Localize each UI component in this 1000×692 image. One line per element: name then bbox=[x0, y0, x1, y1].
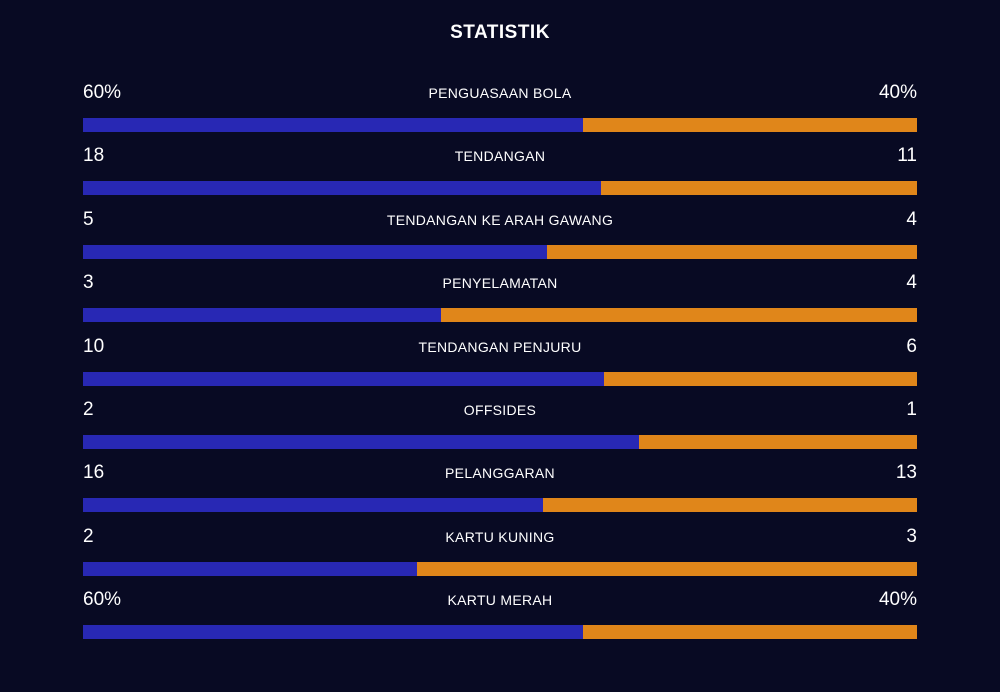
stat-label: PELANGGARAN bbox=[445, 465, 555, 482]
away-bar-segment bbox=[583, 625, 917, 640]
comparison-bar bbox=[83, 181, 917, 196]
stat-row-kartu-merah: 60% KARTU MERAH 40% bbox=[83, 585, 917, 648]
away-bar-segment bbox=[639, 434, 917, 449]
stat-header: 3 PENYELAMATAN 4 bbox=[83, 268, 917, 300]
away-value: 4 bbox=[906, 208, 917, 230]
away-bar-segment bbox=[440, 308, 917, 323]
home-bar-segment bbox=[83, 434, 640, 449]
home-bar-segment bbox=[83, 498, 544, 513]
stat-header: 60% PENGUASAAN BOLA 40% bbox=[83, 78, 917, 110]
home-bar-segment bbox=[83, 181, 601, 196]
away-bar-segment bbox=[543, 498, 917, 513]
comparison-bar bbox=[83, 371, 917, 386]
stat-row-offsides: 2 OFFSIDES 1 bbox=[83, 395, 917, 458]
home-bar-segment bbox=[83, 118, 584, 132]
home-bar-segment bbox=[83, 625, 584, 640]
away-value: 4 bbox=[906, 272, 917, 294]
stat-row-pelanggaran: 16 PELANGGARAN 13 bbox=[83, 458, 917, 521]
stat-header: 2 KARTU KUNING 3 bbox=[83, 522, 917, 554]
home-value: 16 bbox=[83, 462, 105, 484]
stat-header: 60% KARTU MERAH 40% bbox=[83, 585, 917, 617]
away-bar-segment bbox=[600, 181, 917, 196]
stat-label: TENDANGAN bbox=[454, 148, 546, 165]
stat-row-kartu-kuning: 2 KARTU KUNING 3 bbox=[83, 522, 917, 585]
away-value: 3 bbox=[906, 525, 917, 547]
home-value: 2 bbox=[83, 398, 94, 420]
stat-row-penguasaan-bola: 60% PENGUASAAN BOLA 40% bbox=[83, 78, 917, 141]
comparison-bar bbox=[83, 118, 917, 132]
away-bar-segment bbox=[416, 561, 917, 576]
home-bar-segment bbox=[83, 371, 605, 386]
stats-list: 60% PENGUASAAN BOLA 40% 18 TENDANGAN 11 … bbox=[83, 78, 917, 649]
home-value: 60% bbox=[83, 82, 122, 103]
home-bar-segment bbox=[83, 244, 547, 259]
stat-label: KARTU KUNING bbox=[445, 528, 555, 545]
comparison-bar bbox=[83, 561, 917, 576]
away-value: 1 bbox=[906, 398, 917, 420]
stats-title: STATISTIK bbox=[450, 22, 550, 43]
comparison-bar bbox=[83, 308, 917, 323]
home-value: 10 bbox=[83, 335, 105, 357]
comparison-bar bbox=[83, 434, 917, 449]
home-value: 3 bbox=[83, 272, 94, 294]
stat-label: TENDANGAN PENJURU bbox=[418, 338, 582, 355]
away-value: 40% bbox=[878, 589, 917, 611]
home-value: 2 bbox=[83, 525, 94, 547]
stat-row-tendangan-ke-arah-gawang: 5 TENDANGAN KE ARAH GAWANG 4 bbox=[83, 205, 917, 268]
stat-row-tendangan-penjuru: 10 TENDANGAN PENJURU 6 bbox=[83, 332, 917, 395]
home-value: 5 bbox=[83, 208, 94, 230]
stat-header: 18 TENDANGAN 11 bbox=[83, 141, 917, 173]
stat-label: PENYELAMATAN bbox=[442, 275, 558, 292]
home-value: 18 bbox=[83, 145, 105, 167]
comparison-bar bbox=[83, 498, 917, 513]
comparison-bar bbox=[83, 625, 917, 640]
away-value: 11 bbox=[897, 145, 917, 167]
stat-row-penyelamatan: 3 PENYELAMATAN 4 bbox=[83, 268, 917, 331]
stat-header: 2 OFFSIDES 1 bbox=[83, 395, 917, 427]
stat-header: 10 TENDANGAN PENJURU 6 bbox=[83, 332, 917, 364]
away-bar-segment bbox=[546, 244, 917, 259]
away-bar-segment bbox=[604, 371, 917, 386]
home-value: 60% bbox=[83, 589, 122, 611]
stat-label: PENGUASAAN BOLA bbox=[428, 85, 572, 101]
comparison-bar bbox=[83, 244, 917, 259]
stat-label: TENDANGAN KE ARAH GAWANG bbox=[386, 211, 614, 228]
away-bar-segment bbox=[583, 118, 917, 132]
away-value: 40% bbox=[878, 82, 917, 103]
stat-header: 5 TENDANGAN KE ARAH GAWANG 4 bbox=[83, 205, 917, 237]
away-value: 13 bbox=[895, 462, 917, 484]
home-bar-segment bbox=[83, 308, 441, 323]
stat-header: 16 PELANGGARAN 13 bbox=[83, 458, 917, 490]
away-value: 6 bbox=[906, 335, 917, 357]
stat-row-tendangan: 18 TENDANGAN 11 bbox=[83, 141, 917, 204]
stat-label: OFFSIDES bbox=[463, 401, 537, 418]
stat-label: KARTU MERAH bbox=[447, 592, 553, 609]
home-bar-segment bbox=[83, 561, 417, 576]
